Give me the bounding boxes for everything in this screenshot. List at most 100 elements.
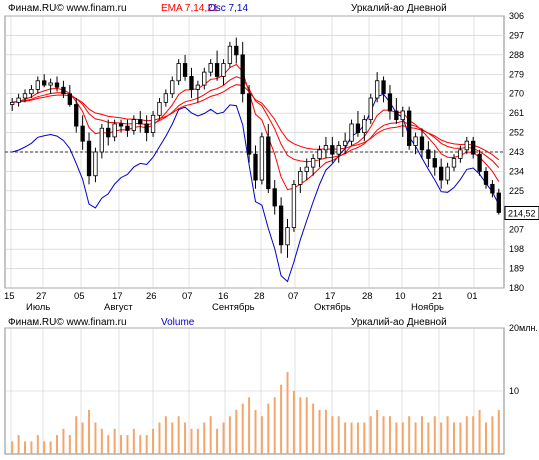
candle-body — [10, 101, 15, 105]
volume-bar — [56, 435, 59, 454]
volume-bar — [401, 422, 404, 454]
candle-body — [330, 145, 335, 155]
candle-body — [458, 149, 463, 159]
volume-bar — [446, 416, 449, 454]
volume-label: Volume — [161, 317, 195, 328]
volume-y-axis: 20млн. 10 — [509, 323, 538, 396]
candle-body — [163, 93, 169, 103]
volume-bar — [273, 397, 276, 454]
candle-body — [227, 45, 233, 64]
price-x-day-tick: 16 — [218, 291, 229, 302]
volume-bar — [126, 435, 129, 454]
candle-body — [112, 123, 117, 138]
price-y-tick: 252 — [509, 128, 524, 138]
candle-body — [464, 140, 469, 151]
candle-body — [394, 110, 399, 121]
ema-14-line — [12, 76, 500, 168]
candle-body — [221, 63, 226, 77]
candle-body — [387, 93, 393, 112]
candle-body — [349, 123, 354, 142]
price-y-tick: 180 — [509, 283, 524, 293]
volume-bar — [478, 409, 481, 454]
volume-instrument-label: Уркалий-ао Дневной — [351, 317, 447, 328]
candle-body — [80, 125, 85, 142]
price-x-day-tick: 28 — [254, 291, 265, 302]
candle-body — [285, 227, 290, 246]
price-x-month-tick: Июль — [26, 302, 50, 313]
price-x-month-tick: Октябрь — [314, 302, 351, 313]
candle-body — [451, 158, 457, 168]
volume-bar — [305, 397, 308, 454]
candle-body — [317, 149, 322, 159]
volume-bar — [427, 422, 430, 454]
candle-body — [407, 110, 412, 146]
price-x-day-tick: 05 — [74, 291, 85, 302]
candle-body — [150, 114, 156, 133]
volume-bar — [312, 403, 315, 454]
volume-bar — [440, 422, 443, 454]
candle-body — [362, 119, 367, 133]
candle-body — [419, 136, 425, 151]
volume-bar — [420, 416, 423, 454]
volume-bar — [408, 416, 411, 454]
candle-body — [195, 84, 201, 90]
volume-bar — [491, 416, 494, 454]
price-x-month-tick: Сентябрь — [212, 302, 255, 313]
candle-body — [118, 123, 124, 127]
price-x-day-tick: 10 — [395, 291, 406, 302]
volume-bar — [209, 416, 212, 454]
volume-bar — [107, 435, 110, 454]
price-x-month-tick: Август — [104, 302, 133, 313]
volume-bar — [94, 422, 97, 454]
candle-body — [48, 82, 53, 86]
volume-bar — [376, 409, 379, 454]
volume-bar — [43, 441, 46, 454]
volume-bar — [184, 422, 187, 454]
volume-bar — [164, 416, 167, 454]
candle-body — [176, 63, 181, 82]
candle-body — [477, 153, 482, 172]
osc-label: Osc 7,14 — [208, 3, 248, 14]
volume-bar — [30, 441, 33, 454]
last-price-box — [504, 205, 539, 220]
price-y-tick: 225 — [509, 186, 524, 196]
candle-body — [291, 183, 297, 228]
candle-body — [35, 80, 40, 90]
candle-body — [99, 127, 104, 153]
candle-body — [170, 80, 175, 95]
candle-body — [381, 80, 386, 95]
candle-body — [202, 71, 207, 86]
candle-body — [106, 127, 111, 138]
ema-21-line — [12, 84, 500, 161]
volume-bar — [241, 403, 244, 454]
price-y-tick: 261 — [509, 108, 524, 118]
volume-bar — [171, 422, 174, 454]
price-y-tick: 288 — [509, 50, 524, 60]
candle-body — [246, 93, 252, 155]
volume-bar — [235, 409, 238, 454]
price-y-tick: 297 — [509, 30, 524, 40]
price-y-axis: 3062972882792702612522432342252162071981… — [509, 11, 524, 293]
candle-body — [182, 63, 188, 77]
candle-body — [29, 88, 34, 95]
volume-bar — [388, 416, 391, 454]
candle-body — [342, 140, 348, 146]
volume-bar — [62, 428, 65, 454]
candle-body — [93, 151, 98, 177]
osc-layer — [12, 93, 500, 283]
candle-body — [208, 63, 213, 73]
volume-bar — [75, 416, 78, 454]
volume-y-tick: 10 — [509, 386, 519, 396]
candle-body — [22, 93, 28, 99]
candle-body — [74, 104, 79, 127]
price-x-day-tick: 07 — [288, 291, 299, 302]
volume-bar — [152, 428, 155, 454]
volume-bars — [11, 372, 500, 454]
volume-bar — [318, 409, 321, 454]
candle-body — [54, 82, 60, 88]
volume-bar — [254, 409, 257, 454]
volume-bar — [36, 435, 39, 454]
candle-body — [86, 140, 92, 177]
volume-bar — [196, 428, 199, 454]
price-source-label: Финам.RU© www.finam.ru — [8, 3, 127, 14]
